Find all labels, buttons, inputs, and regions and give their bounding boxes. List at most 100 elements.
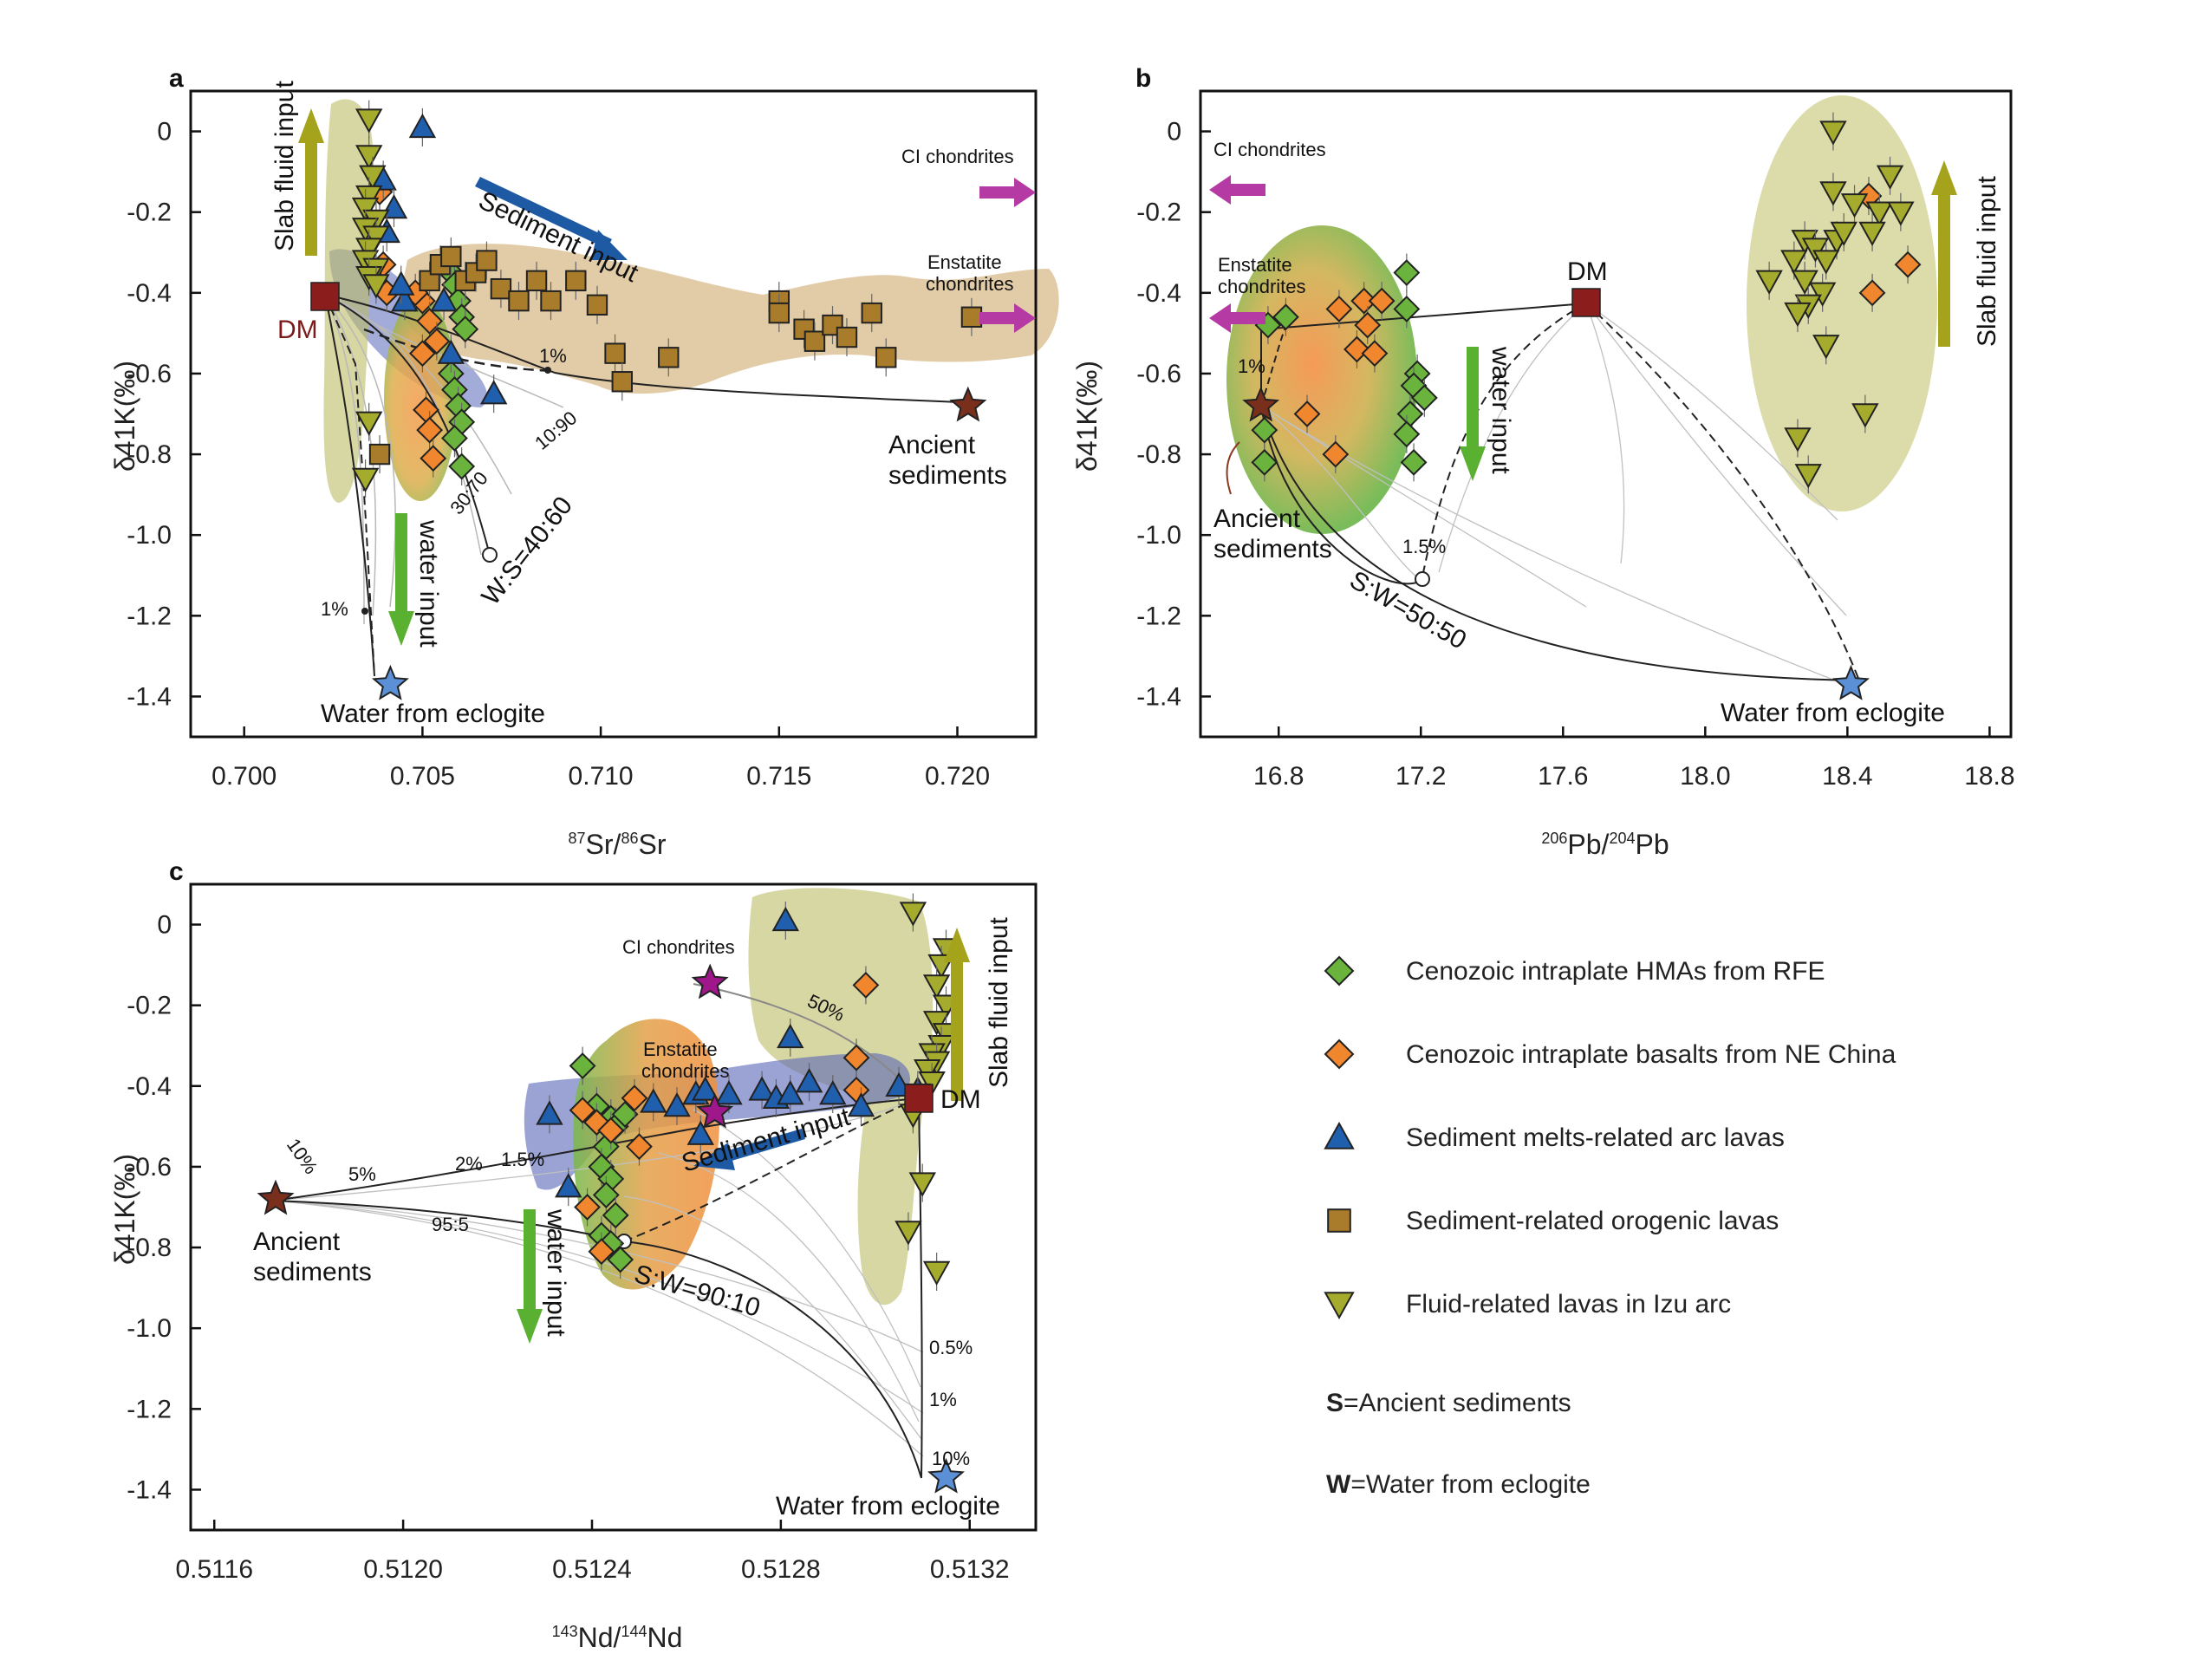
data-point bbox=[922, 974, 951, 1000]
x-tick-label: 0.705 bbox=[390, 762, 455, 791]
data-point bbox=[430, 287, 458, 312]
legend-item-label: Cenozoic intraplate HMAs from RFE bbox=[1406, 957, 1825, 986]
panel-b-x-axis: 16.8 17.2 17.6 18.0 18.4 18.8 bbox=[1253, 726, 2015, 791]
legend-marker-triangle-up bbox=[1324, 1121, 1355, 1149]
data-point bbox=[1361, 340, 1389, 368]
data-point bbox=[440, 245, 462, 268]
y-tick-label: -0.6 bbox=[127, 1153, 172, 1182]
data-point bbox=[1819, 120, 1847, 146]
x-tick-label: 17.6 bbox=[1538, 762, 1588, 791]
panel-a-letter: a bbox=[169, 64, 184, 93]
enstatite-label: Enstatite bbox=[927, 251, 1002, 273]
panel-a-endmembers bbox=[310, 282, 340, 311]
ancient-sediments-star bbox=[257, 1179, 295, 1215]
legend-item-label: Sediment melts-related arc lavas bbox=[1406, 1123, 1785, 1152]
x-tick-label: 0.5120 bbox=[363, 1555, 443, 1584]
data-point bbox=[565, 270, 587, 292]
sediments-label: sediments bbox=[888, 461, 1007, 490]
y-tick-label: -0.4 bbox=[127, 1072, 172, 1101]
y-tick-label: -1.2 bbox=[127, 1395, 172, 1423]
data-point bbox=[1784, 427, 1812, 453]
slab-fluid-input-label-c: Slab fluid input bbox=[985, 917, 1013, 1088]
data-point bbox=[1812, 250, 1840, 275]
x-tick-label: 0.5124 bbox=[552, 1555, 632, 1584]
y-tick-label: -1.0 bbox=[1136, 521, 1181, 550]
data-point bbox=[686, 1120, 714, 1145]
data-point bbox=[362, 274, 390, 299]
data-point bbox=[592, 1182, 620, 1208]
water-input-label-c: water input bbox=[542, 1208, 570, 1337]
data-point bbox=[1293, 400, 1321, 427]
data-point bbox=[819, 1080, 847, 1105]
y-tick-label: 0 bbox=[157, 911, 172, 940]
chondrites-label-b: chondrites bbox=[1218, 276, 1306, 297]
data-point bbox=[448, 453, 476, 480]
data-point bbox=[536, 1100, 563, 1125]
data-point bbox=[1251, 416, 1278, 444]
panel-c-letter: c bbox=[169, 857, 184, 886]
data-point bbox=[1251, 448, 1278, 476]
legend-s-definition: S=Ancient sediments bbox=[1326, 1389, 1571, 1417]
one-percent-label-b: 1% bbox=[1238, 355, 1265, 377]
data-point bbox=[771, 906, 800, 932]
y-tick-label: -1.4 bbox=[127, 682, 172, 711]
y-tick-label: -0.4 bbox=[1136, 279, 1181, 308]
y-tick-label: -1.0 bbox=[127, 521, 172, 550]
p2-label-c: 2% bbox=[455, 1153, 483, 1175]
panel-c-plot-frame bbox=[189, 882, 1038, 1532]
data-point bbox=[922, 1011, 951, 1036]
panel-c-arrows bbox=[517, 928, 970, 1344]
data-point bbox=[922, 1260, 951, 1286]
legend-marker-square bbox=[1327, 1208, 1351, 1233]
data-point bbox=[1410, 384, 1438, 412]
panel-a-y-axis-label: δ41K(‰) bbox=[109, 361, 140, 472]
panel-a-hma-field bbox=[384, 296, 457, 501]
panel-b-points bbox=[1251, 112, 1922, 494]
legend-item-label: Sediment-related orogenic lavas bbox=[1406, 1207, 1779, 1235]
ratio-10-90-label: 10:90 bbox=[530, 407, 581, 454]
data-point bbox=[960, 306, 983, 328]
water-input-label-b: water input bbox=[1487, 346, 1515, 474]
enstatite-label-c: Enstatite bbox=[643, 1039, 718, 1060]
y-tick-label: -0.8 bbox=[127, 440, 172, 469]
data-point bbox=[555, 1173, 582, 1198]
data-point bbox=[1755, 270, 1783, 295]
y-tick-label: -1.4 bbox=[127, 1475, 172, 1504]
p10b-label-c: 10% bbox=[932, 1448, 970, 1469]
data-point bbox=[1354, 311, 1382, 339]
y-tick-label: -1.4 bbox=[1136, 682, 1181, 711]
x-tick-label: 0.700 bbox=[211, 762, 276, 791]
x-tick-label: 18.4 bbox=[1822, 762, 1872, 791]
ancient-sediments-star bbox=[949, 386, 987, 422]
panel-c: c 0-0.2-0.4-0.6-0.8-1.0-1.2-1.4 0.5116 0.… bbox=[109, 857, 1038, 1653]
data-point bbox=[1876, 165, 1904, 190]
one-percent-label-a2: 1% bbox=[321, 598, 348, 620]
x-tick-label: 18.8 bbox=[1964, 762, 2014, 791]
data-point bbox=[748, 1076, 776, 1101]
panel-b-izu-field bbox=[1747, 95, 1937, 511]
data-point bbox=[640, 1088, 667, 1113]
y-tick-label: -0.6 bbox=[1136, 360, 1181, 388]
panel-b-y-axis-label: δ41K(‰) bbox=[1071, 361, 1103, 472]
data-point bbox=[1840, 193, 1869, 218]
data-point bbox=[803, 330, 826, 352]
data-point bbox=[508, 290, 530, 312]
y-tick-label: -0.8 bbox=[1136, 440, 1181, 469]
data-point bbox=[875, 347, 897, 368]
legend-marker-diamond bbox=[1324, 1039, 1355, 1070]
data-point bbox=[408, 113, 437, 139]
legend-w-definition: W=Water from eclogite bbox=[1326, 1470, 1591, 1499]
y-tick-label: -0.2 bbox=[127, 199, 172, 227]
data-point bbox=[663, 1092, 691, 1117]
data-point bbox=[490, 277, 512, 300]
data-point bbox=[918, 1071, 946, 1097]
dm-marker-c bbox=[904, 1084, 934, 1113]
enstatite-label-b: Enstatite bbox=[1218, 254, 1292, 276]
panel-a-y-axis: 0 -0.2 -0.4 -0.6 -0.8 -1.0 -1.2 -1.4 bbox=[127, 118, 201, 711]
data-point bbox=[359, 165, 387, 190]
panel-c-y-axis: 0 -0.2 -0.4 -0.6 -0.8 -1.0 -1.2 -1.4 bbox=[127, 911, 201, 1504]
data-point bbox=[795, 1068, 823, 1093]
one-percent-label-a1: 1% bbox=[539, 345, 567, 367]
y-tick-label: -0.8 bbox=[127, 1234, 172, 1262]
